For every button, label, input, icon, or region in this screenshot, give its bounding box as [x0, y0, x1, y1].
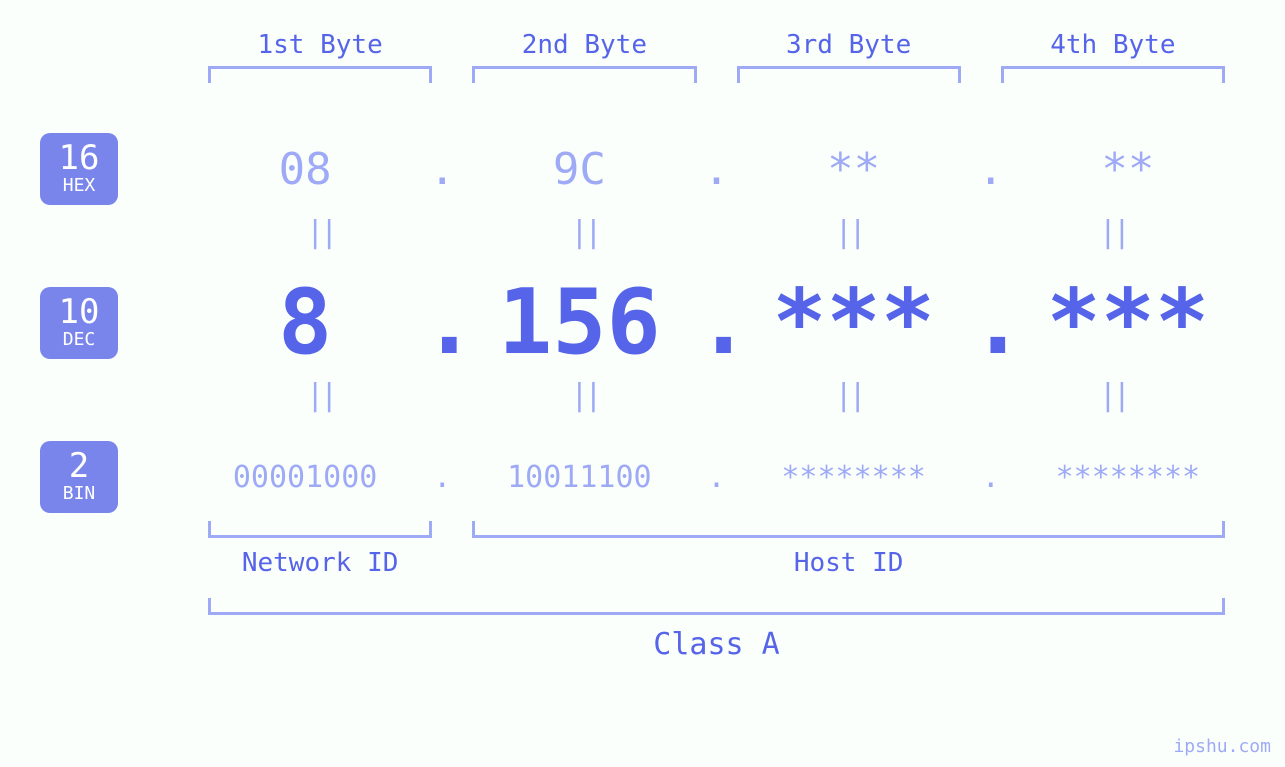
hex-byte-4: ** — [1011, 144, 1245, 195]
network-id-label: Network ID — [188, 548, 452, 578]
equals-icon: || — [452, 215, 716, 250]
watermark: ipshu.com — [1173, 736, 1271, 757]
hex-byte-2: 9C — [462, 144, 696, 195]
dot-separator: . — [971, 460, 1011, 495]
dec-byte-1: 8 — [188, 278, 422, 368]
dec-row: 10 DEC 8 . 156 . *** . *** — [40, 278, 1245, 368]
byte-header-label: 1st Byte — [188, 30, 452, 60]
bracket-bottom — [208, 598, 1225, 615]
hex-row: 16 HEX 08 . 9C . ** . ** — [40, 133, 1245, 205]
byte-header-label: 2nd Byte — [452, 30, 716, 60]
dot-separator: . — [697, 278, 737, 368]
equals-icon: || — [452, 378, 716, 413]
equals-icon: || — [717, 215, 981, 250]
dot-separator: . — [422, 144, 462, 195]
bracket-bottom — [208, 521, 432, 538]
host-id-section: Host ID — [452, 521, 1245, 578]
hex-cells: 08 . 9C . ** . ** — [188, 144, 1245, 195]
equals-row: || || || || — [188, 215, 1245, 250]
dec-badge: 10 DEC — [40, 287, 118, 359]
bin-byte-4: ******** — [1011, 460, 1245, 495]
badge-base: 16 — [40, 141, 118, 175]
network-id-section: Network ID — [188, 521, 452, 578]
dot-separator: . — [422, 278, 462, 368]
equals-icon: || — [981, 215, 1245, 250]
dec-byte-3: *** — [737, 278, 971, 368]
bracket-bottom — [472, 521, 1225, 538]
dot-separator: . — [422, 460, 462, 495]
bracket-top — [472, 66, 696, 83]
byte-header-label: 3rd Byte — [717, 30, 981, 60]
bin-cells: 00001000 . 10011100 . ******** . *******… — [188, 460, 1245, 495]
bin-row: 2 BIN 00001000 . 10011100 . ******** . *… — [40, 441, 1245, 513]
bin-byte-3: ******** — [737, 460, 971, 495]
dot-separator: . — [697, 460, 737, 495]
class-label: Class A — [188, 627, 1245, 662]
byte-headers-row: 1st Byte 2nd Byte 3rd Byte 4th Byte — [188, 30, 1245, 83]
byte-header-label: 4th Byte — [981, 30, 1245, 60]
bracket-top — [737, 66, 961, 83]
badge-name: DEC — [40, 331, 118, 349]
badge-name: HEX — [40, 177, 118, 195]
bin-byte-2: 10011100 — [462, 460, 696, 495]
byte-header-1: 1st Byte — [188, 30, 452, 83]
equals-icon: || — [188, 215, 452, 250]
bin-badge: 2 BIN — [40, 441, 118, 513]
equals-icon: || — [188, 378, 452, 413]
badge-base: 2 — [40, 449, 118, 483]
byte-header-4: 4th Byte — [981, 30, 1245, 83]
hex-byte-3: ** — [737, 144, 971, 195]
id-row: Network ID Host ID — [188, 521, 1245, 578]
dec-cells: 8 . 156 . *** . *** — [188, 278, 1245, 368]
byte-header-3: 3rd Byte — [717, 30, 981, 83]
dot-separator: . — [971, 278, 1011, 368]
badge-base: 10 — [40, 295, 118, 329]
bin-byte-1: 00001000 — [188, 460, 422, 495]
equals-icon: || — [717, 378, 981, 413]
hex-badge: 16 HEX — [40, 133, 118, 205]
host-id-label: Host ID — [452, 548, 1245, 578]
hex-byte-1: 08 — [188, 144, 422, 195]
equals-row: || || || || — [188, 378, 1245, 413]
dot-separator: . — [971, 144, 1011, 195]
bracket-top — [1001, 66, 1225, 83]
class-row: Class A — [188, 598, 1245, 662]
dot-separator: . — [697, 144, 737, 195]
dec-byte-2: 156 — [462, 278, 696, 368]
bracket-top — [208, 66, 432, 83]
equals-icon: || — [981, 378, 1245, 413]
byte-header-2: 2nd Byte — [452, 30, 716, 83]
badge-name: BIN — [40, 485, 118, 503]
dec-byte-4: *** — [1011, 278, 1245, 368]
